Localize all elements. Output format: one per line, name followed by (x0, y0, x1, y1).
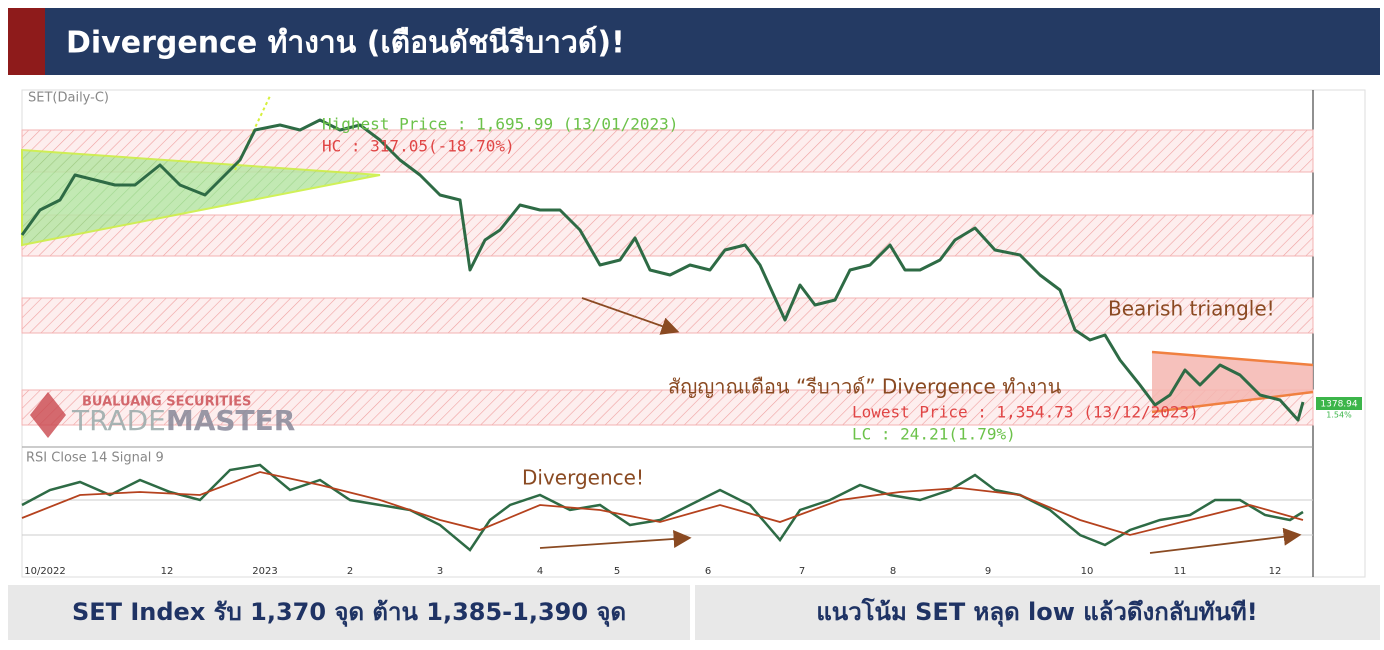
logo-company: BUALUANG SECURITIES (82, 395, 251, 410)
zone (21, 214, 1314, 257)
price-tag: 1378.94 (1320, 400, 1357, 410)
x-tick-label: 10 (1081, 566, 1094, 577)
x-tick-label: 11 (1174, 566, 1187, 577)
trend-line (1151, 350, 1314, 367)
x-tick-label: 12 (1269, 566, 1282, 577)
annotation: HC : 317.05(-18.70%) (322, 137, 515, 156)
x-tick-label: 2 (347, 566, 353, 577)
logo-brand-bold: MASTER (166, 404, 296, 437)
annotation: Lowest Price : 1,354.73 (13/12/2023) (852, 403, 1199, 422)
logo-brand-light: TRADE (71, 404, 166, 437)
signal-line (21, 471, 1304, 536)
header-bar (8, 8, 1380, 75)
x-tick-label: 4 (537, 566, 543, 577)
arrow (1149, 527, 1302, 554)
arrow (539, 529, 692, 549)
logo-brand: TRADEMASTER (71, 404, 295, 437)
annotation: Bearish triangle! (1108, 297, 1275, 321)
header-accent (8, 8, 45, 75)
rsi-label: RSI Close 14 Signal 9 (26, 451, 164, 466)
zone (21, 389, 1314, 426)
chart-label: SET(Daily-C) (28, 91, 109, 106)
x-tick-label: 7 (799, 566, 805, 577)
x-tick-label: 3 (437, 566, 443, 577)
trend-line (1151, 390, 1314, 414)
x-tick-label: 2023 (252, 566, 277, 577)
price-change: 1.54% (1326, 411, 1352, 420)
rsi-line (21, 463, 1304, 552)
x-tick-label: 8 (890, 566, 896, 577)
logo-mark (30, 392, 66, 438)
x-tick-label: 9 (985, 566, 991, 577)
arrow (581, 297, 680, 335)
footer-left: SET Index รับ 1,370 จุด ต้าน 1,385-1,390… (72, 598, 626, 628)
x-tick-label: 5 (614, 566, 620, 577)
x-tick-label: 12 (161, 566, 174, 577)
header-title: Divergence ทำงาน (เตือนดัชนีรีบาวด์)! (66, 26, 625, 61)
footer-box (695, 585, 1380, 640)
footer-box (8, 585, 690, 640)
annotation: สัญญาณเตือน “รีบาวด์” Divergence ทำงาน (668, 375, 1062, 399)
footer-right: แนวโน้ม SET หลุด low แล้วดึงกลับทันที! (816, 597, 1257, 628)
price-line (20, 118, 1305, 422)
annotation: Divergence! (522, 466, 644, 490)
x-tick-label: 6 (705, 566, 711, 577)
price-tag-box (1316, 397, 1362, 410)
annotation: LC : 24.21(1.79%) (852, 425, 1016, 444)
x-axis: 10/2022 12 2023 2 3 4 5 6 7 8 9 10 11 12 (24, 566, 1281, 577)
triangle (21, 148, 381, 247)
x-tick-label: 10/2022 (24, 566, 66, 577)
annotation: Highest Price : 1,695.99 (13/01/2023) (322, 115, 678, 134)
